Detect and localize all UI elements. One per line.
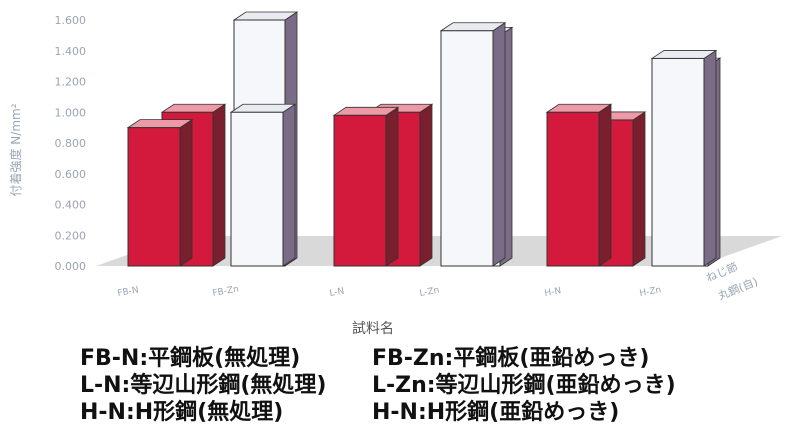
bar-side-face <box>419 103 433 267</box>
note-row-2: L-N:等辺山形鋼(無処理) L-Zn:等辺山形鋼(亜鉛めっき) <box>80 372 676 399</box>
bar-side-face <box>179 118 193 267</box>
category-label: FB-N <box>117 285 140 299</box>
front-bar-H-Zn <box>650 49 718 267</box>
note-h-n: H-N:H形鋼(無処理) <box>80 400 284 425</box>
note-row-1: FB-N:平鋼板(無処理) FB-Zn:平鋼板(亜鉛めっき) <box>80 345 676 372</box>
category-label: H-Zn <box>639 285 662 299</box>
y-tick-label: 0.800 <box>55 137 87 150</box>
y-tick-label: 1.400 <box>55 45 87 58</box>
x-axis-label: 試料名 <box>352 321 394 337</box>
bar-top-face <box>229 103 297 113</box>
bar-top-face <box>126 119 194 129</box>
note-l-n: L-N:等辺山形鋼(無処理) <box>80 373 327 398</box>
note-l-zn: L-Zn:等辺山形鋼(亜鉛めっき) <box>372 373 676 398</box>
y-tick-label: 0.400 <box>55 199 87 212</box>
axis-layer: 0.000 0.200 0.400 0.600 0.800 1.000 1.200 1.400… <box>8 14 86 273</box>
bar-side-face <box>703 49 717 267</box>
note-fb-zn: FB-Zn:平鋼板(亜鉛めっき) <box>372 346 650 371</box>
front-bar-L-Zn <box>439 22 507 267</box>
note-fb-n: FB-N:平鋼板(無処理) <box>80 346 301 371</box>
bar-side-face <box>385 106 399 267</box>
bar-side-face <box>212 103 226 267</box>
front-bar-H-N <box>545 103 613 267</box>
category-label: L-Zn <box>419 286 440 299</box>
note-h-zn: H-N:H形鋼(亜鉛めっき) <box>372 400 620 425</box>
legend-notes: FB-N:平鋼板(無処理) FB-Zn:平鋼板(亜鉛めっき) L-N:等辺山形鋼… <box>80 345 676 426</box>
bar-front-face <box>440 30 494 267</box>
front-bar-FB-N <box>126 118 194 267</box>
y-tick-label: 1.000 <box>55 106 87 119</box>
y-tick-label: 0.200 <box>55 229 87 242</box>
bar-front-face <box>127 127 181 267</box>
bars-layer <box>126 11 722 267</box>
bar-front-face <box>651 57 705 267</box>
front-bar-L-N <box>332 106 400 267</box>
category-label: FB-Zn <box>212 285 240 299</box>
note-row-3: H-N:H形鋼(無処理) H-N:H形鋼(亜鉛めっき) <box>80 399 676 426</box>
bar-side-face <box>282 103 296 267</box>
category-label: L-N <box>329 287 345 299</box>
bar-front-face <box>230 111 284 267</box>
front-bar-FB-Zn <box>229 103 297 267</box>
bar-front-face <box>546 111 600 267</box>
bar-front-face <box>333 114 387 267</box>
bar-side-face <box>598 103 612 267</box>
bond-strength-chart: 0.000 0.200 0.400 0.600 0.800 1.000 1.200 1.400… <box>8 11 782 303</box>
y-tick-label: 1.200 <box>55 76 87 89</box>
y-tick-label: 0.600 <box>55 168 87 181</box>
y-tick-label: 1.600 <box>55 14 87 27</box>
y-tick-label: 0.000 <box>55 260 87 273</box>
bar-top-face <box>439 22 507 32</box>
y-axis-label: 付着強度 N/mm² <box>8 103 23 196</box>
bar-side-face <box>492 22 506 267</box>
bar-top-face <box>545 103 613 113</box>
category-label: H-N <box>544 286 562 299</box>
bar-side-face <box>632 111 646 267</box>
bar-top-face <box>650 50 718 59</box>
bar-top-face <box>332 106 400 116</box>
